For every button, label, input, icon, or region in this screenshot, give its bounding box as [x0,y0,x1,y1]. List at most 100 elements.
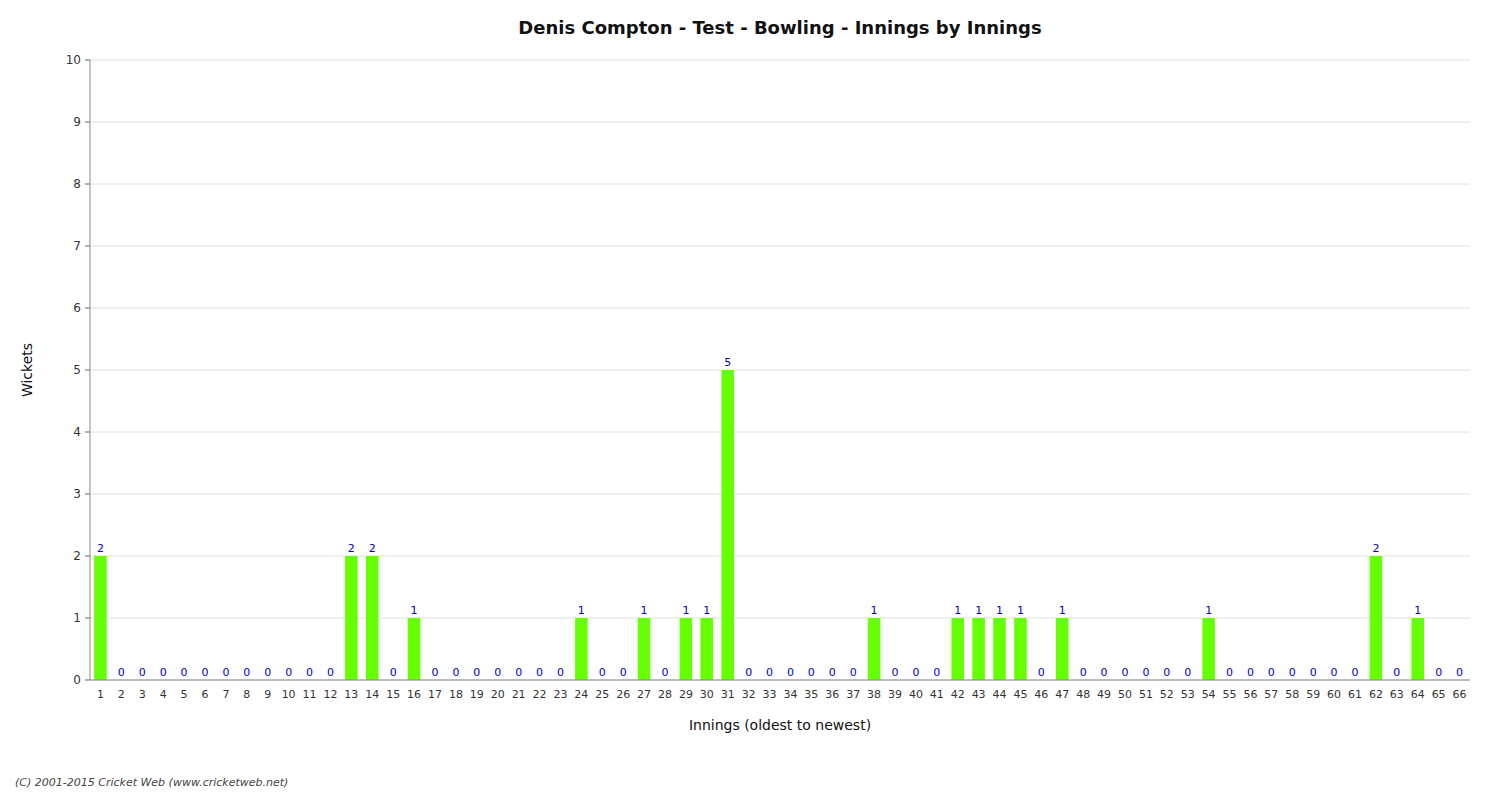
tick-label: 58 [1285,688,1299,701]
tick-label: 57 [1264,688,1278,701]
data-label: 0 [1184,666,1191,679]
tick-label: 41 [930,688,944,701]
tick-mark [85,60,90,61]
tick-label: 44 [993,688,1007,701]
tick-label: 6 [202,688,209,701]
tick-label: 3 [73,487,81,501]
data-label: 2 [97,542,104,555]
bar [868,618,881,680]
tick-label: 4 [160,688,167,701]
data-label: 0 [745,666,752,679]
tick-label: 5 [73,363,81,377]
tick-label: 18 [449,688,463,701]
tick-mark [85,308,90,309]
data-label: 0 [327,666,334,679]
data-label: 0 [933,666,940,679]
data-label: 0 [808,666,815,679]
bar [1202,618,1215,680]
data-label: 0 [1142,666,1149,679]
data-label: 1 [996,604,1003,617]
data-label: 0 [1247,666,1254,679]
tick-label: 49 [1097,688,1111,701]
data-label: 1 [641,604,648,617]
data-label: 0 [494,666,501,679]
data-label: 0 [599,666,606,679]
tick-label: 17 [428,688,442,701]
tick-label: 27 [637,688,651,701]
grid-line [90,680,1470,681]
data-label: 0 [1289,666,1296,679]
grid-line [90,494,1470,495]
tick-label: 12 [323,688,337,701]
bar [638,618,651,680]
tick-label: 29 [679,688,693,701]
tick-label: 32 [742,688,756,701]
bar [972,618,985,680]
tick-label: 15 [386,688,400,701]
data-label: 0 [1310,666,1317,679]
tick-label: 34 [783,688,797,701]
grid-line [90,122,1470,123]
grid-line [90,184,1470,185]
tick-label: 60 [1327,688,1341,701]
data-label: 0 [390,666,397,679]
tick-label: 14 [365,688,379,701]
tick-label: 10 [282,688,296,701]
data-label: 0 [222,666,229,679]
title: Denis Compton - Test - Bowling - Innings… [518,17,1041,38]
data-label: 0 [306,666,313,679]
data-label: 1 [703,604,710,617]
data-label: 1 [1205,604,1212,617]
tick-label: 6 [73,301,81,315]
bar [1411,618,1424,680]
tick-label: 43 [972,688,986,701]
bar [680,618,693,680]
tick-label: 25 [595,688,609,701]
tick-label: 45 [1013,688,1027,701]
x-axis-label: Innings (oldest to newest) [689,717,871,733]
data-label: 5 [724,356,731,369]
tick-label: 1 [97,688,104,701]
data-label: 0 [1393,666,1400,679]
tick-label: 20 [491,688,505,701]
data-label: 2 [1372,542,1379,555]
tick-label: 5 [181,688,188,701]
tick-label: 40 [909,688,923,701]
tick-label: 9 [73,115,81,129]
tick-label: 19 [470,688,484,701]
tick-label: 16 [407,688,421,701]
grid-line [90,308,1470,309]
tick-label: 23 [553,688,567,701]
tick-mark [85,618,90,619]
tick-label: 7 [73,239,81,253]
data-label: 0 [1122,666,1129,679]
tick-label: 10 [66,53,81,67]
y-axis-label: Wickets [19,343,35,397]
data-label: 0 [432,666,439,679]
tick-label: 65 [1432,688,1446,701]
tick-label: 21 [512,688,526,701]
annotation: (C) 2001-2015 Cricket Web (www.cricketwe… [15,776,288,789]
data-label: 0 [264,666,271,679]
tick-label: 35 [804,688,818,701]
tick-label: 63 [1390,688,1404,701]
data-label: 0 [1352,666,1359,679]
tick-label: 56 [1243,688,1257,701]
tick-mark [85,432,90,433]
tick-mark [85,370,90,371]
tick-label: 47 [1055,688,1069,701]
grid-line [90,618,1470,619]
bar [993,618,1006,680]
tick-label: 13 [344,688,358,701]
tick-mark [85,556,90,557]
data-label: 0 [118,666,125,679]
data-label: 1 [975,604,982,617]
data-label: 1 [411,604,418,617]
bar [408,618,421,680]
tick-mark [85,122,90,123]
tick-label: 22 [533,688,547,701]
data-label: 1 [578,604,585,617]
tick-label: 33 [763,688,777,701]
data-label: 0 [1163,666,1170,679]
bar [1014,618,1027,680]
